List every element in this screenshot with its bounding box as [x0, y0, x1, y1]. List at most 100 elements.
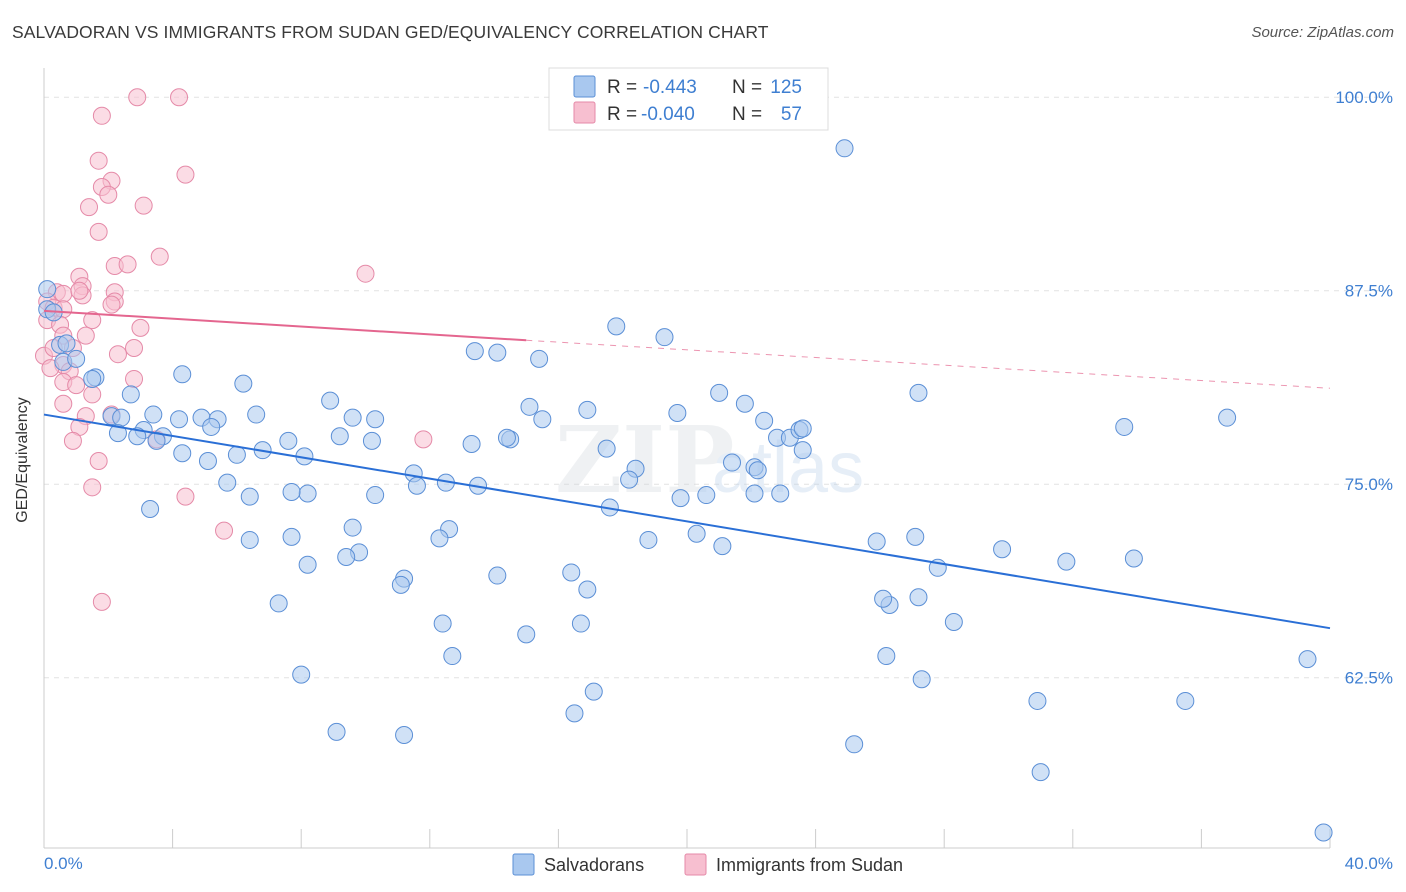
sudan-point — [92, 106, 111, 125]
salvadoran-point — [121, 385, 140, 404]
salvadoran-point — [578, 580, 597, 599]
stats-legend-swatch-sudan — [573, 101, 596, 124]
sudan-point — [134, 196, 153, 215]
salvadoran-point — [687, 524, 706, 543]
salvadoran-point — [173, 444, 192, 463]
salvadoran-point — [279, 431, 298, 450]
sudan-point — [125, 369, 144, 388]
salvadoran-point — [430, 529, 449, 548]
salvadoran-point — [108, 424, 127, 443]
salvadoran-point — [874, 589, 893, 608]
stats-n-value: 125 — [770, 77, 802, 98]
sudan-point — [83, 311, 102, 330]
salvadoran-point — [1031, 763, 1050, 782]
sudan-point — [176, 487, 195, 506]
series-legend: Salvadorans Immigrants from Sudan — [512, 853, 903, 876]
sudan-point — [80, 198, 99, 217]
salvadoran-point — [771, 484, 790, 503]
salvadoran-point — [330, 427, 349, 446]
gridlines — [44, 96, 1392, 679]
salvadoran-point — [607, 317, 626, 336]
salvadoran-point — [407, 476, 426, 495]
axes — [43, 68, 1331, 849]
sudan-trend-line — [43, 309, 527, 342]
salvadoran-point — [530, 349, 549, 368]
sudan-point — [102, 295, 121, 314]
salvadoran-point — [170, 410, 189, 429]
salvadoran-point — [909, 588, 928, 607]
chart-title: SALVADORAN VS IMMIGRANTS FROM SUDAN GED/… — [12, 22, 769, 42]
salvadoran-point — [362, 431, 381, 450]
stats-r-value: -0.040 — [641, 104, 695, 125]
salvadoran-point — [144, 405, 163, 424]
salvadoran-point — [909, 383, 928, 402]
sudan-point — [83, 385, 102, 404]
salvadoran-point — [173, 365, 192, 384]
salvadoran-point — [697, 486, 716, 505]
salvadoran-point — [321, 391, 340, 410]
y-tick-label: 62.5% — [1345, 669, 1393, 688]
salvadoran-point — [282, 527, 301, 546]
sudan-point — [125, 338, 144, 357]
salvadoran-point — [993, 540, 1012, 559]
salvadoran-point — [67, 349, 86, 368]
salvadoran-point — [282, 482, 301, 501]
salvadoran-point — [112, 408, 131, 427]
salvadoran-point — [234, 374, 253, 393]
stats-n-label: N = — [732, 77, 762, 98]
salvadoran-point — [343, 518, 362, 537]
sudan-point — [54, 394, 73, 413]
salvadoran-point — [343, 408, 362, 427]
salvadoran-point — [578, 400, 597, 419]
salvadoran-point — [395, 725, 414, 744]
salvadoran-point — [218, 473, 237, 492]
salvadoran-point — [298, 555, 317, 574]
salvadoran-point — [571, 614, 590, 633]
sudan-point — [170, 88, 189, 107]
salvadoran-point — [298, 484, 317, 503]
x-tick-label-min: 0.0% — [44, 854, 83, 873]
salvadoran-point — [240, 530, 259, 549]
sudan-point — [131, 318, 150, 337]
salvadoran-point — [906, 527, 925, 546]
salvadoran-point — [533, 410, 552, 429]
salvadoran-point — [128, 427, 147, 446]
sudan-point — [83, 478, 102, 497]
salvadoran-point — [755, 411, 774, 430]
salvadoran-point — [337, 547, 356, 566]
salvadoran-point — [1057, 552, 1076, 571]
y-tick-label: 75.0% — [1345, 475, 1393, 494]
salvadoran-point — [198, 452, 217, 470]
sudan-point — [99, 185, 118, 204]
legend-swatch-sudan — [684, 853, 707, 876]
legend-swatch-salvadorans — [512, 853, 535, 876]
salvadoran-point — [391, 575, 410, 594]
salvadoran-point — [877, 647, 896, 666]
sudan-point — [89, 222, 108, 241]
salvadoran-point — [462, 434, 481, 453]
salvadoran-point — [597, 439, 616, 458]
sudan-point — [89, 452, 108, 470]
salvadoran-point — [488, 566, 507, 585]
salvadoran-point — [443, 647, 462, 666]
legend-label-sudan: Immigrants from Sudan — [716, 855, 903, 875]
salvadoran-point — [713, 537, 732, 556]
salvadoran-point — [83, 369, 102, 388]
salvadoran-point — [517, 625, 536, 644]
salvadoran-point — [639, 530, 658, 549]
salvadoran-point — [912, 670, 931, 689]
salvadoran-point — [38, 280, 57, 299]
salvadoran-point — [671, 489, 690, 508]
salvadoran-point — [227, 445, 246, 464]
salvadoran-point — [366, 410, 385, 429]
stats-r-label: R = — [607, 104, 637, 125]
salvadoran-point — [944, 612, 963, 631]
salvadoran-point — [240, 487, 259, 506]
salvadoran-point — [488, 343, 507, 362]
salvadoran-point — [465, 342, 484, 361]
salvadoran-point — [292, 665, 311, 684]
salvadoran-point — [1218, 408, 1237, 427]
salvadoran-point — [1115, 417, 1134, 436]
sudan-points — [35, 88, 433, 611]
